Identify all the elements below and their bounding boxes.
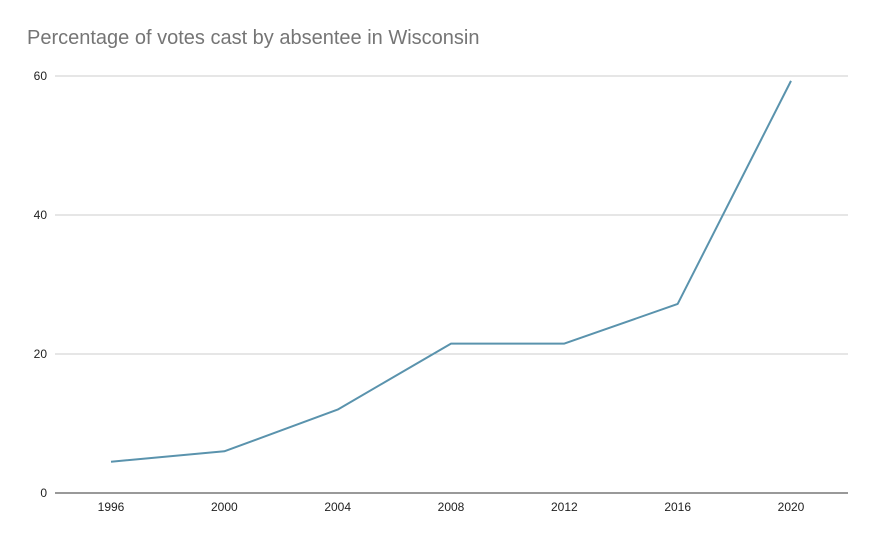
chart-title: Percentage of votes cast by absentee in … — [27, 27, 480, 49]
series-layer — [110, 80, 792, 463]
y-tick-label-40: 40 — [34, 208, 48, 222]
y-tick-label-60: 60 — [34, 69, 48, 83]
x-tick-label-2012: 2012 — [551, 500, 578, 514]
x-tick-label-2016: 2016 — [664, 500, 691, 514]
x-tick-label-2020: 2020 — [778, 500, 805, 514]
x-tick-label-1996: 1996 — [98, 500, 125, 514]
x-tick-label-2008: 2008 — [438, 500, 465, 514]
x-tick-label-2000: 2000 — [211, 500, 238, 514]
tick-labels: 0 20 40 60 1996 2000 2004 2008 2012 2016 2020 — [34, 69, 805, 514]
x-tick-label-2004: 2004 — [324, 500, 351, 514]
y-tick-label-20: 20 — [34, 347, 48, 361]
gridlines — [55, 75, 848, 355]
y-tick-label-0: 0 — [40, 486, 47, 500]
series-line-0 — [110, 80, 792, 463]
